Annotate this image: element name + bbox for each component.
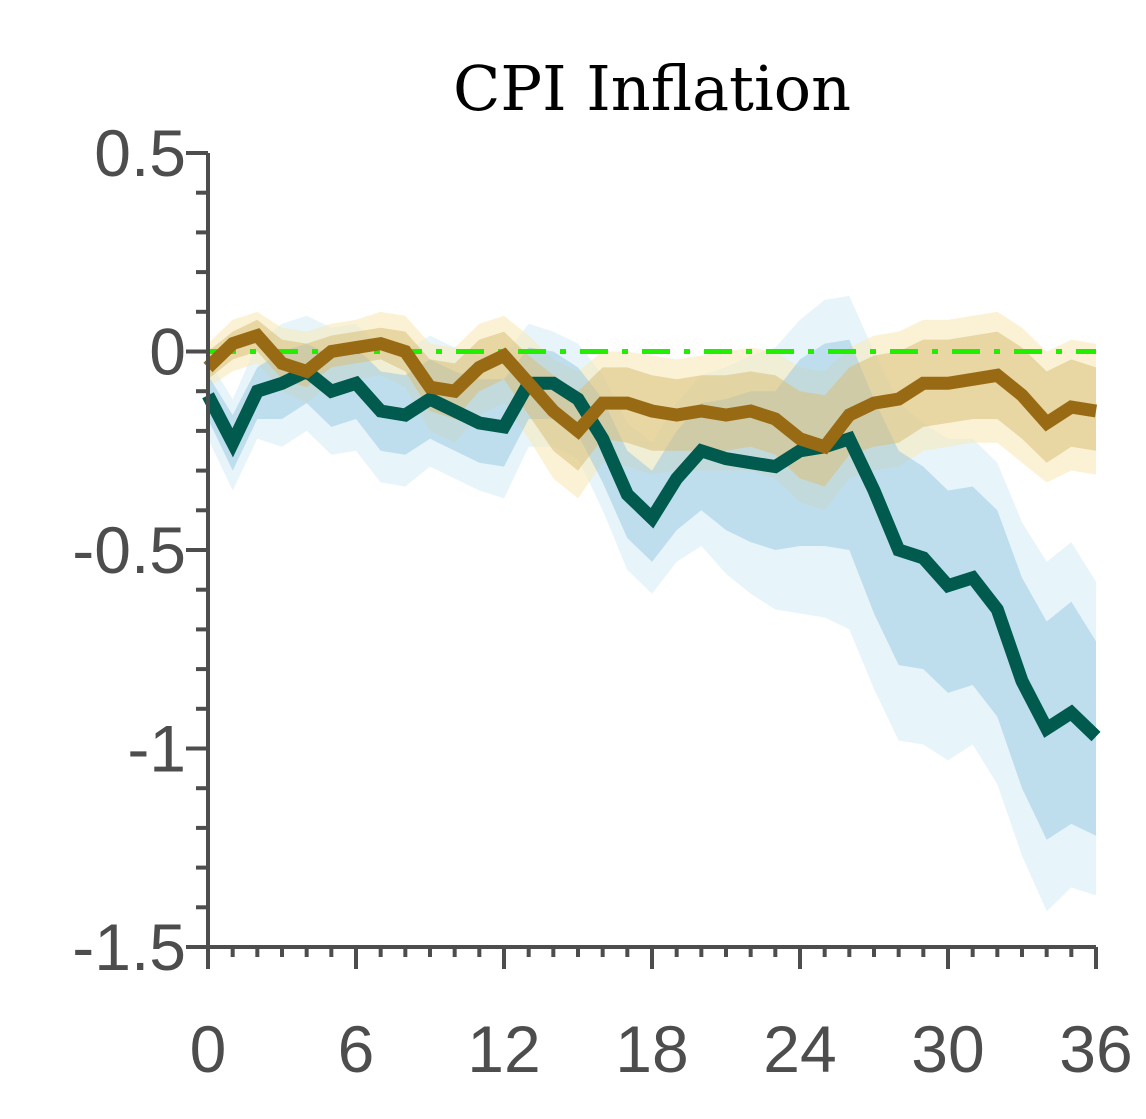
series-1-inner-band (208, 319, 1096, 487)
series-0-inner-band (208, 339, 1096, 840)
plot-area: 0.50-0.5-1-1.50 6 12 18 24 30 36 (72, 116, 1132, 1086)
x-tick-label: 36 (1059, 1012, 1132, 1086)
series-0-line (202, 363, 1101, 742)
x-tick-label: 0 (190, 1012, 227, 1086)
series-1-line (203, 328, 1098, 455)
x-tick-label: 24 (763, 1012, 836, 1086)
x-tick-label: 30 (911, 1012, 984, 1086)
y-tick-label: 0.5 (94, 116, 186, 190)
y-tick-label: -1 (127, 712, 186, 786)
y-tick-label: 0 (149, 315, 186, 389)
chart-title: CPI Inflation (453, 52, 851, 125)
y-tick-label: -1.5 (72, 910, 186, 984)
x-tick-label: 6 (338, 1012, 375, 1086)
y-tick-label: -0.5 (72, 513, 186, 587)
x-tick-label: 18 (615, 1012, 688, 1086)
x-tick-label: 12 (467, 1012, 540, 1086)
